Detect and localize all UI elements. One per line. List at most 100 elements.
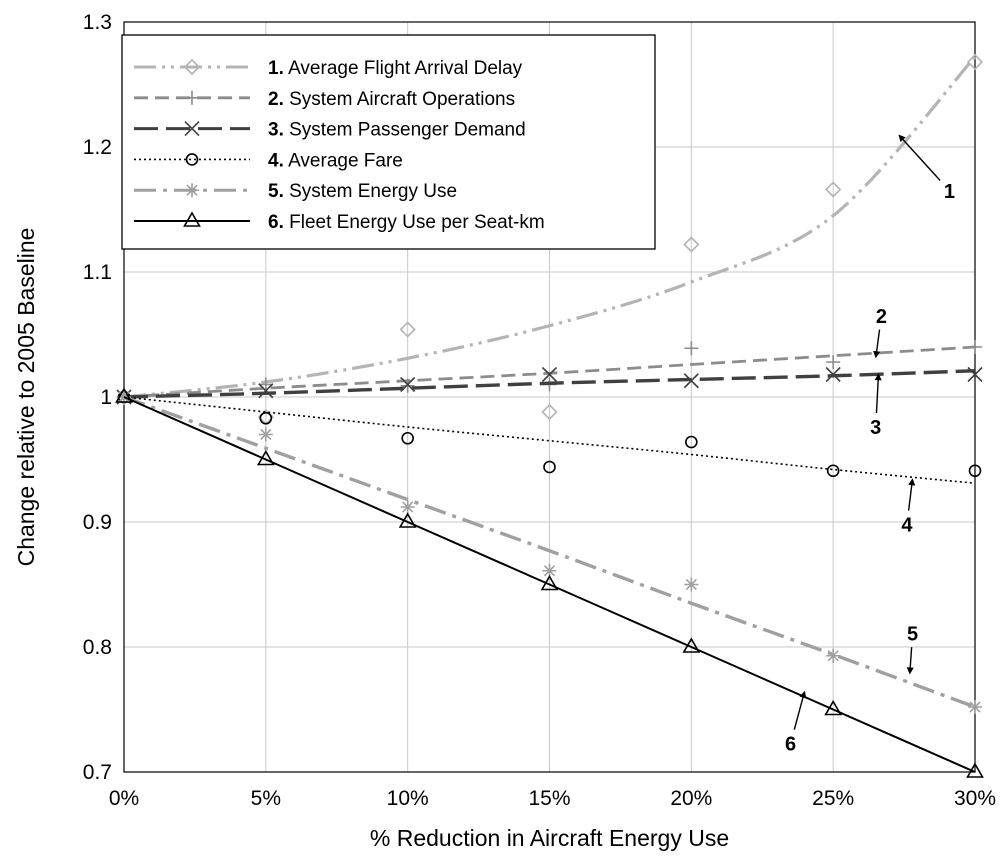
- series-2-trend-line: [123, 345, 976, 399]
- legend-label: 6. Fleet Energy Use per Seat-km: [268, 212, 545, 233]
- series-1-point: [541, 403, 558, 421]
- x-tick-label: 25%: [812, 787, 854, 810]
- legend-swatch-marker: [185, 90, 199, 105]
- legend-label: 4. Average Fare: [268, 150, 403, 171]
- legend-number: 2.: [268, 89, 284, 110]
- series-5-point: [400, 500, 415, 514]
- x-tick-label: 0%: [109, 787, 139, 810]
- series-6-point: [540, 574, 559, 591]
- legend-number: 4.: [268, 150, 284, 171]
- legend-series-name: Average Fare: [284, 150, 403, 171]
- legend-item-1: 1. Average Flight Arrival Delay: [134, 58, 523, 79]
- legend-swatch-marker: [183, 58, 201, 76]
- series-3-point: [967, 366, 983, 383]
- annotation-label: 3: [870, 417, 881, 439]
- legend-item-6: 6. Fleet Energy Use per Seat-km: [134, 211, 545, 233]
- annotation-label: 1: [944, 181, 955, 203]
- legend-item-4: 4. Average Fare: [134, 150, 403, 171]
- series-2-point: [968, 340, 982, 354]
- y-tick-label: 0.8: [83, 636, 112, 659]
- annotation-arrow-line: [793, 692, 805, 730]
- annotation-arrowhead: [799, 690, 807, 699]
- series-6-point: [256, 449, 275, 466]
- series-layer: [115, 53, 984, 778]
- series-4-point: [259, 411, 273, 425]
- annotations: 1 2 3 4 5 6: [785, 134, 955, 755]
- legend-series-name: Average Flight Arrival Delay: [284, 58, 523, 79]
- legend-label: 2. System Aircraft Operations: [268, 89, 515, 110]
- annotation-label: 2: [876, 306, 887, 328]
- series-6-point: [115, 387, 133, 403]
- annotation-arrowhead: [874, 373, 882, 381]
- x-tick-label: 10%: [387, 787, 429, 810]
- series-4-point: [826, 464, 840, 478]
- legend-swatch-marker: [185, 183, 199, 198]
- series-3-point: [400, 376, 416, 393]
- x-tick-label: 20%: [670, 787, 712, 810]
- series-4-point: [685, 435, 698, 449]
- x-axis: 0% 5% 10% 15% 20% 25% 30%: [109, 787, 996, 810]
- series-3-point: [825, 366, 841, 383]
- y-tick-label: 1.3: [83, 11, 112, 34]
- legend-item-5: 5. System Energy Use: [134, 181, 457, 202]
- legend: 1. Average Flight Arrival Delay 2. System…: [121, 34, 656, 250]
- legend-label: 3. System Passenger Demand: [268, 120, 526, 141]
- series-6: [115, 387, 984, 778]
- series-5-point: [258, 427, 273, 442]
- annotation-4: 4: [901, 478, 916, 537]
- series-1-point: [399, 321, 416, 338]
- series-2-point: [826, 355, 841, 369]
- annotation-arrowhead: [898, 134, 906, 143]
- legend-item-3: 3. System Passenger Demand: [134, 120, 526, 141]
- y-tick-label: 1: [100, 386, 112, 409]
- legend-number: 6.: [268, 212, 284, 233]
- x-tick-label: 15%: [528, 787, 570, 810]
- annotation-arrow-line: [875, 375, 880, 414]
- legend-swatch-marker: [183, 211, 201, 227]
- x-axis-title: % Reduction in Aircraft Energy Use: [370, 825, 729, 851]
- legend-box: [121, 34, 656, 250]
- annotation-1: 1: [898, 134, 955, 203]
- series-6-point: [398, 512, 417, 528]
- legend-series-name: Fleet Energy Use per Seat-km: [284, 212, 545, 233]
- series-5-trend-line: [123, 395, 976, 709]
- legend-swatch-marker: [185, 153, 199, 166]
- series-2-point: [400, 378, 415, 393]
- series-6-point: [682, 637, 701, 653]
- y-tick-label: 1.1: [83, 261, 112, 284]
- legend-number: 5.: [268, 181, 284, 202]
- legend-series-name: System Aircraft Operations: [284, 89, 515, 110]
- x-tick-label: 5%: [251, 787, 281, 810]
- series-5-point: [968, 700, 982, 714]
- series-1-point: [825, 181, 842, 198]
- annotation-label: 4: [901, 515, 913, 537]
- legend-item-2: 2. System Aircraft Operations: [134, 89, 515, 110]
- legend-number: 3.: [268, 120, 284, 141]
- annotation-5: 5: [906, 623, 918, 675]
- series-5-point: [684, 577, 699, 592]
- series-3-point: [258, 383, 274, 399]
- y-tick-label: 0.7: [83, 761, 112, 784]
- series-4-point: [543, 460, 556, 474]
- y-tick-label: 1.2: [83, 136, 112, 159]
- series-3-trend-line: [123, 369, 976, 399]
- series-5-point: [826, 648, 841, 663]
- series-2-point: [258, 377, 273, 392]
- legend-label: 5. System Energy Use: [268, 181, 457, 202]
- y-tick-label: 0.9: [83, 511, 112, 534]
- annotation-arrow-line: [899, 135, 941, 181]
- annotation-arrow-line: [907, 480, 914, 511]
- series-6-trend-line: [123, 396, 976, 773]
- annotation-arrowhead: [908, 478, 916, 486]
- series-1-point: [683, 236, 700, 253]
- legend-label: 1. Average Flight Arrival Delay: [268, 58, 523, 79]
- series-3-point: [683, 373, 699, 389]
- annotation-arrowhead: [873, 350, 881, 359]
- y-axis: 0.7 0.8 0.9 1 1.1 1.2 1.3: [83, 11, 112, 784]
- series-4-point: [401, 431, 414, 445]
- series-6-point: [966, 762, 984, 778]
- series-6-point: [824, 699, 843, 716]
- annotation-2: 2: [873, 306, 887, 359]
- series-5-point: [542, 563, 557, 578]
